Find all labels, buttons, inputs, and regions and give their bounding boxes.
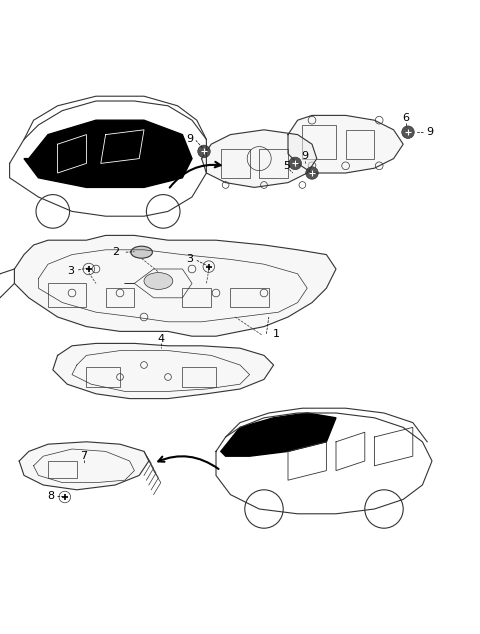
Text: 7: 7 [81, 451, 87, 461]
Polygon shape [53, 344, 274, 399]
Polygon shape [14, 235, 336, 336]
Bar [182, 288, 211, 307]
Text: 1: 1 [273, 329, 279, 339]
Text: 9: 9 [186, 134, 193, 145]
Bar [259, 149, 288, 178]
Text: 3: 3 [186, 254, 193, 264]
Polygon shape [19, 442, 149, 490]
Text: 4: 4 [157, 333, 164, 344]
Bar [106, 288, 134, 307]
Bar [230, 288, 269, 307]
Polygon shape [288, 115, 403, 173]
Circle shape [198, 145, 210, 158]
Text: 8: 8 [47, 491, 54, 501]
Bar [48, 283, 86, 307]
Text: 9: 9 [301, 151, 308, 161]
Text: 9: 9 [426, 127, 433, 137]
Text: 3: 3 [68, 266, 74, 276]
Text: 2: 2 [113, 247, 120, 257]
Bar [346, 130, 374, 158]
Bar [86, 367, 120, 387]
Polygon shape [221, 413, 336, 456]
Polygon shape [202, 130, 317, 188]
Bar [182, 367, 216, 387]
Bar [48, 461, 77, 478]
Circle shape [289, 157, 301, 170]
Text: 5: 5 [284, 161, 290, 171]
Polygon shape [24, 120, 192, 188]
Bar [302, 125, 336, 158]
Ellipse shape [131, 246, 153, 258]
Circle shape [306, 167, 318, 179]
Circle shape [402, 126, 414, 138]
Ellipse shape [144, 273, 173, 289]
Text: 6: 6 [402, 113, 409, 123]
Bar [221, 149, 250, 178]
